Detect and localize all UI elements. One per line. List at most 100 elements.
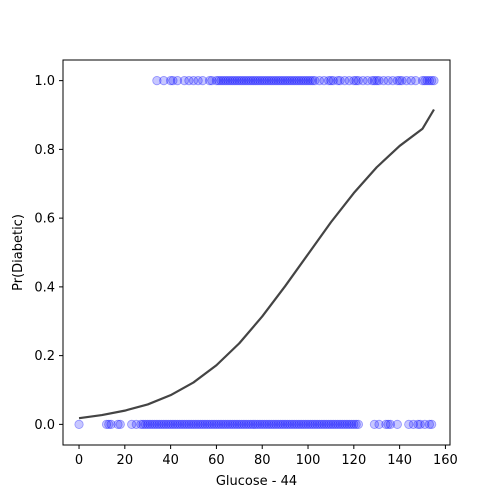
non-diabetic-point <box>159 419 169 429</box>
diabetic-point <box>305 76 315 86</box>
non-diabetic-point <box>369 419 380 429</box>
non-diabetic-point <box>234 419 244 429</box>
non-diabetic-point <box>314 419 325 429</box>
diabetic-point <box>211 76 222 86</box>
diabetic-point <box>333 76 343 86</box>
non-diabetic-point <box>177 419 187 429</box>
x-tick-label: 20 <box>117 453 134 468</box>
non-diabetic-point <box>278 419 288 429</box>
x-tick-label: 100 <box>296 453 321 468</box>
diabetic-point <box>214 76 224 86</box>
non-diabetic-point <box>175 419 185 429</box>
non-diabetic-point <box>145 419 155 429</box>
non-diabetic-point <box>275 419 286 429</box>
diabetic-point <box>344 76 354 86</box>
non-diabetic-point <box>138 419 148 429</box>
non-diabetic-point <box>294 419 304 429</box>
diabetic-point <box>207 76 217 86</box>
diabetic-point <box>166 76 176 86</box>
diabetic-point <box>301 76 311 86</box>
diabetic-point <box>372 76 382 86</box>
diabetic-point <box>303 76 313 86</box>
non-diabetic-point <box>101 419 112 429</box>
diabetic-point <box>227 76 238 86</box>
non-diabetic-point <box>291 419 302 429</box>
y-tick-label: 0.0 <box>34 418 55 433</box>
non-diabetic-point <box>248 419 258 429</box>
non-diabetic-point <box>149 419 160 429</box>
diabetic-point <box>243 76 254 86</box>
non-diabetic-point <box>319 419 329 429</box>
non-diabetic-point <box>273 419 283 429</box>
non-diabetic-point <box>223 419 233 429</box>
non-diabetic-point <box>303 419 313 429</box>
diabetic-point <box>234 76 244 86</box>
non-diabetic-point <box>127 419 137 429</box>
non-diabetic-point <box>269 419 279 429</box>
non-diabetic-point <box>227 419 238 429</box>
non-diabetic-point <box>225 419 235 429</box>
non-diabetic-point <box>342 419 352 429</box>
diabetic-point <box>411 76 421 86</box>
non-diabetic-point <box>106 419 116 429</box>
diabetic-point <box>255 76 265 86</box>
diabetic-point <box>188 76 199 86</box>
diabetic-point <box>193 76 203 86</box>
diabetic-point <box>417 76 428 86</box>
non-diabetic-point <box>250 419 260 429</box>
non-diabetic-point <box>266 419 276 429</box>
diabetic-point <box>374 76 384 86</box>
x-tick-label: 160 <box>433 453 458 468</box>
non-diabetic-point <box>115 419 125 429</box>
non-diabetic-point <box>243 419 254 429</box>
non-diabetic-point <box>166 419 176 429</box>
non-diabetic-point <box>154 419 164 429</box>
diabetic-point <box>291 76 302 86</box>
non-diabetic-point <box>271 419 281 429</box>
non-diabetic-point <box>340 419 350 429</box>
non-diabetic-point <box>188 419 199 429</box>
non-diabetic-point <box>374 419 384 429</box>
y-axis-label: Pr(Diabetic) <box>11 214 26 291</box>
non-diabetic-point <box>392 419 402 429</box>
diabetic-point <box>340 76 350 86</box>
non-diabetic-point <box>349 419 359 429</box>
y-axis-ticks: 0.0 0.2 0.4 0.6 0.8 1.0 <box>34 74 63 433</box>
diabetic-point <box>241 76 251 86</box>
non-diabetic-point <box>170 419 180 429</box>
non-diabetic-point <box>218 419 228 429</box>
diabetic-point <box>271 76 281 86</box>
diabetic-point <box>310 76 320 86</box>
non-diabetic-point <box>202 419 212 429</box>
diabetic-point <box>223 76 233 86</box>
non-diabetic-point <box>113 419 123 429</box>
non-diabetic-point <box>415 419 425 429</box>
non-diabetic-point <box>152 419 162 429</box>
non-diabetic-point <box>104 419 114 429</box>
diabetic-point <box>259 76 270 86</box>
diabetic-point <box>278 76 288 86</box>
non-diabetic-point <box>230 419 240 429</box>
non-diabetic-point <box>257 419 267 429</box>
diabetic-point <box>349 76 359 86</box>
non-diabetic-point <box>239 419 249 429</box>
non-diabetic-point <box>131 419 141 429</box>
non-diabetic-point <box>427 419 437 429</box>
diabetic-point <box>406 76 416 86</box>
fitted-curve <box>78 108 435 420</box>
diabetic-point <box>401 76 412 86</box>
non-diabetic-point <box>255 419 265 429</box>
non-diabetic-point <box>381 419 391 429</box>
non-diabetic-point <box>241 419 251 429</box>
diabetic-point <box>273 76 283 86</box>
non-diabetic-point <box>408 419 418 429</box>
y-tick-label: 0.6 <box>34 212 55 227</box>
x-tick-label: 80 <box>254 453 271 468</box>
diabetic-point <box>225 76 235 86</box>
y-tick-label: 0.8 <box>34 143 55 158</box>
non-diabetic-point <box>282 419 293 429</box>
diabetic-point <box>362 76 373 86</box>
non-diabetic-point <box>163 419 173 429</box>
diabetic-point <box>218 76 228 86</box>
